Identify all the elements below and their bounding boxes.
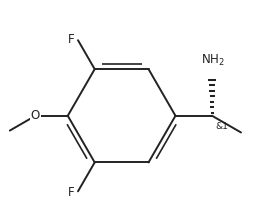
Text: O: O [31, 109, 40, 122]
Text: &1: &1 [216, 122, 229, 131]
Text: NH$_2$: NH$_2$ [201, 53, 225, 68]
Text: F: F [68, 186, 74, 199]
Text: F: F [68, 33, 74, 46]
